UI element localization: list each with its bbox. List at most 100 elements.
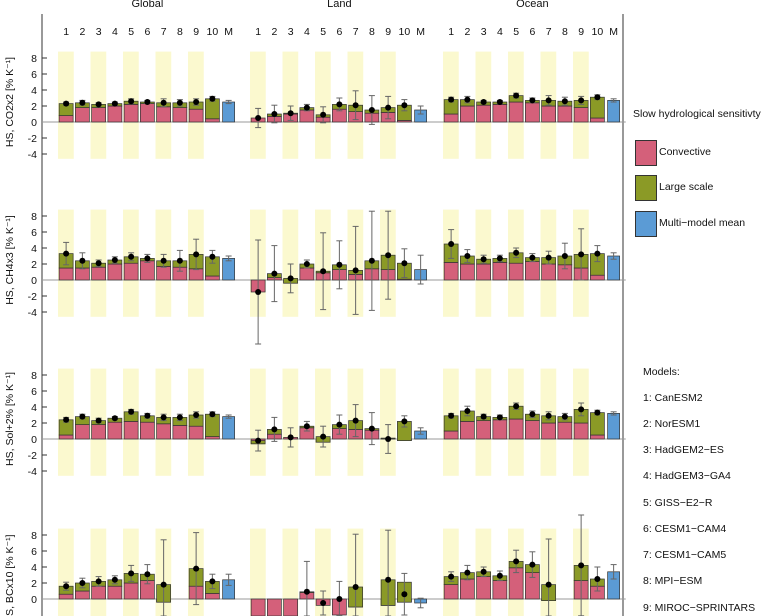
- total-marker: [401, 418, 408, 425]
- total-marker: [561, 253, 568, 259]
- category-label: 1: [255, 26, 261, 38]
- category-label: 6: [336, 26, 342, 38]
- bar-convective: [541, 422, 556, 440]
- category-label: 2: [271, 26, 277, 38]
- bar-convective: [492, 580, 508, 600]
- bar-convective: [525, 261, 540, 281]
- category-label: 5: [128, 26, 134, 38]
- bar-convective: [205, 436, 220, 440]
- total-marker: [287, 110, 294, 117]
- highlight-stripe: [90, 528, 107, 616]
- total-marker: [111, 257, 118, 263]
- total-marker: [448, 96, 455, 103]
- bar-multi-model-mean: [607, 100, 620, 123]
- y-tick-label: 2: [31, 101, 37, 113]
- bar-convective: [58, 115, 74, 123]
- y-tick-label: 2: [31, 418, 37, 430]
- category-label: 8: [369, 26, 375, 38]
- y-tick-label: 0: [31, 594, 37, 606]
- total-marker: [255, 437, 262, 444]
- bar-convective: [172, 107, 188, 123]
- category-label: 9: [385, 26, 391, 38]
- bar-convective: [205, 118, 220, 123]
- total-marker: [209, 578, 216, 585]
- bar-convective: [557, 421, 573, 440]
- bar-convective: [205, 275, 220, 281]
- bar-convective: [443, 430, 459, 440]
- bar-convective: [492, 104, 508, 123]
- bar-convective: [299, 109, 315, 123]
- category-label: 4: [497, 26, 503, 38]
- bar-convective: [476, 576, 491, 600]
- total-marker: [160, 257, 167, 264]
- bar-convective: [541, 263, 556, 281]
- bar-convective: [508, 262, 524, 281]
- total-marker: [529, 561, 536, 568]
- total-marker: [385, 436, 392, 442]
- category-label: M: [416, 26, 425, 38]
- category-label: 5: [320, 26, 326, 38]
- total-marker: [209, 411, 216, 418]
- bar-convective: [75, 590, 90, 600]
- total-marker: [561, 98, 568, 105]
- total-marker: [160, 581, 167, 588]
- category-label: 8: [562, 26, 568, 38]
- bar-large-scale: [590, 412, 605, 436]
- total-marker: [368, 425, 375, 432]
- legend-label-large-scale: Large scale: [659, 181, 714, 193]
- bar-convective: [75, 424, 90, 440]
- legend-swatch-large-scale: [635, 175, 657, 201]
- total-marker: [176, 414, 183, 421]
- figure: Global Land Ocean 8 6 4 2 0 -2 -4 HS, CO2x2 [% K⁻¹…: [4, 0, 626, 616]
- bar-convective: [140, 103, 155, 123]
- total-marker: [144, 255, 151, 262]
- bar-convective: [590, 434, 605, 440]
- total-marker: [385, 252, 392, 259]
- bar-convective: [91, 107, 106, 123]
- total-marker: [176, 99, 183, 106]
- highlight-stripe: [282, 368, 299, 476]
- y-tick-label: 8: [31, 53, 37, 65]
- category-label: 9: [193, 26, 199, 38]
- bar-convective: [443, 584, 459, 600]
- model-entry: 2: NorESM1: [643, 418, 701, 430]
- model-entry: 3: HadGEM2−ES: [643, 444, 724, 456]
- bar-convective: [205, 593, 220, 600]
- total-marker: [448, 573, 455, 580]
- y-tick-label: -4: [28, 307, 37, 319]
- category-label: 8: [177, 26, 183, 38]
- y-tick-label: -4: [28, 149, 37, 161]
- total-marker: [320, 433, 327, 440]
- total-marker: [79, 413, 86, 420]
- total-marker: [303, 104, 310, 111]
- bar-convective: [123, 104, 139, 123]
- highlight-stripe: [250, 528, 266, 616]
- bar-convective: [590, 117, 605, 123]
- bar-convective: [58, 593, 74, 600]
- legend-item-convective: Convective: [635, 140, 765, 166]
- total-marker: [176, 257, 183, 264]
- total-marker: [513, 558, 520, 565]
- category-label: 1: [448, 26, 454, 38]
- y-axis-label: HS, CO2x2 [% K⁻¹]: [4, 57, 16, 147]
- bar-convective: [140, 421, 155, 440]
- bar-convective: [156, 106, 171, 123]
- bar-convective: [107, 421, 123, 440]
- total-marker: [336, 596, 343, 602]
- bar-convective: [525, 102, 540, 123]
- bar-multi-model-mean: [222, 258, 235, 281]
- y-axis-label: HS, CH4x3 [% K⁻¹]: [4, 215, 16, 305]
- total-marker: [448, 412, 455, 419]
- y-tick-label: 0: [31, 434, 37, 446]
- total-marker: [336, 421, 343, 428]
- total-marker: [79, 99, 86, 106]
- bar-convective: [75, 267, 90, 281]
- total-marker: [63, 250, 70, 257]
- legend-item-large-scale: Large scale: [635, 175, 765, 201]
- legend-item-multi-model-mean: Multi−model mean: [635, 211, 765, 237]
- total-marker: [352, 267, 359, 274]
- bar-convective: [460, 421, 475, 440]
- total-marker: [111, 576, 118, 583]
- bar-large-scale: [590, 96, 605, 119]
- total-marker: [271, 270, 278, 277]
